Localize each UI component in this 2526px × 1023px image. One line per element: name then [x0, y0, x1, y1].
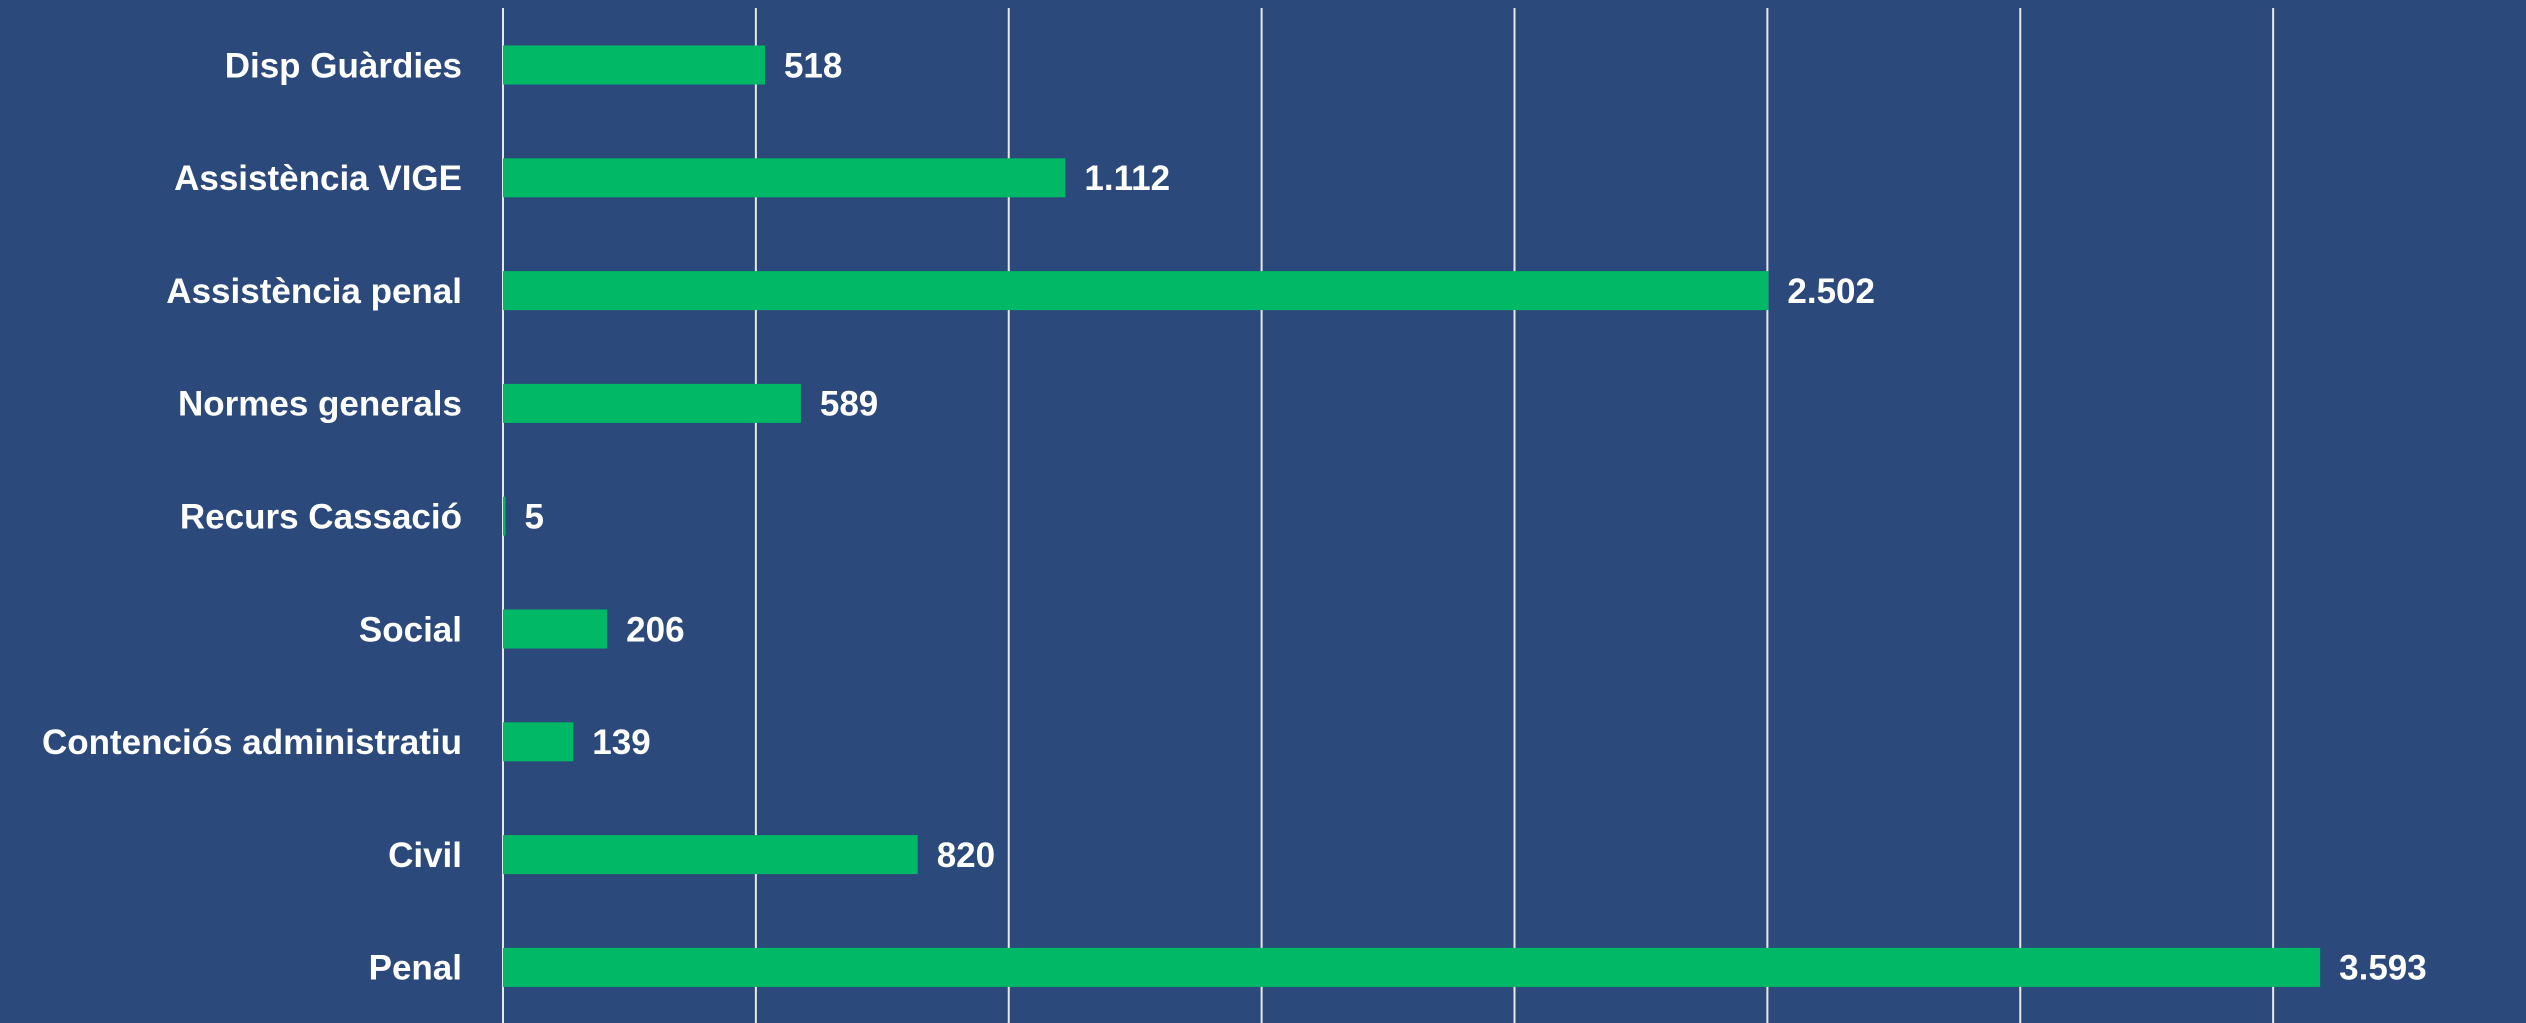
- bar: [503, 45, 765, 85]
- category-label: Recurs Cassació: [180, 497, 462, 536]
- value-label: 206: [626, 610, 684, 649]
- value-label: 139: [592, 723, 650, 762]
- bar: [503, 383, 801, 423]
- value-label: 589: [820, 385, 878, 424]
- bar: [503, 271, 1769, 311]
- category-label: Social: [359, 610, 462, 649]
- bar: [503, 835, 918, 875]
- category-label: Contenciós administratiu: [42, 723, 462, 762]
- category-label: Normes generals: [178, 385, 462, 424]
- bar: [503, 722, 574, 762]
- category-label: Disp Guàrdies: [225, 46, 462, 85]
- value-label: 5: [525, 497, 544, 536]
- category-label: Penal: [369, 949, 462, 988]
- category-label: Civil: [388, 836, 462, 875]
- bar: [503, 947, 2321, 987]
- bar: [503, 158, 1066, 198]
- value-label: 3.593: [2339, 949, 2427, 988]
- value-label: 1.112: [1084, 159, 1170, 198]
- bar: [503, 609, 608, 649]
- value-label: 518: [784, 46, 842, 85]
- value-label: 2.502: [1787, 272, 1875, 311]
- category-label: Assistència VIGE: [174, 159, 462, 198]
- category-label: Assistència penal: [166, 272, 462, 311]
- value-label: 820: [937, 836, 995, 875]
- bar: [503, 496, 506, 536]
